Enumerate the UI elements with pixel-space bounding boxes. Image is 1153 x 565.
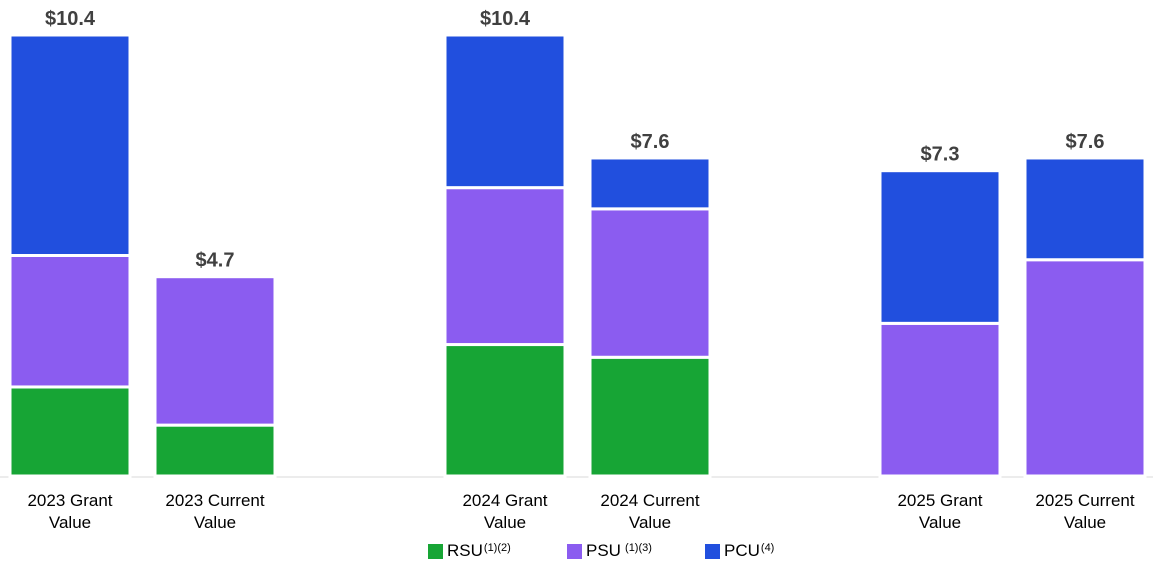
bar-pcu-0 — [8, 33, 132, 257]
bar-psu-5 — [1023, 258, 1147, 478]
x-tick-label-2-0: 2024 Grant — [462, 491, 547, 510]
legend-item-rsu: RSU (1)(2) — [428, 541, 511, 561]
legend-swatch-psu — [567, 543, 582, 559]
legend-sup-psu: (1)(3) — [621, 542, 652, 554]
x-tick-label-0-0: 2023 Grant — [27, 491, 112, 510]
total-label-4: $7.3 — [921, 144, 960, 166]
legend-label-psu: PSU — [586, 541, 621, 560]
x-tick-label-4-0: 2025 Grant — [897, 491, 982, 510]
x-tick-label-5-0: 2025 Current — [1035, 491, 1135, 510]
bar-rsu-0 — [8, 385, 132, 478]
legend-swatch-pcu — [705, 543, 720, 559]
total-label-3: $7.6 — [631, 131, 670, 153]
legend-swatch-rsu — [428, 543, 443, 559]
x-tick-label-5-1: Value — [1064, 513, 1106, 532]
total-label-2: $10.4 — [480, 8, 531, 30]
x-tick-label-3-0: 2024 Current — [600, 491, 700, 510]
legend: RSU (1)(2) PSU (1)(3) PCU (4) — [0, 541, 1153, 565]
x-tick-label-3-1: Value — [629, 513, 671, 532]
legend-sup-rsu: (1)(2) — [483, 542, 511, 554]
x-tick-label-0-1: Value — [49, 513, 91, 532]
bar-psu-2 — [443, 186, 567, 347]
x-tick-label-4-1: Value — [919, 513, 961, 532]
x-tick-label-2-1: Value — [484, 513, 526, 532]
total-label-5: $7.6 — [1066, 131, 1105, 153]
stacked-bar-chart: $10.4 2023 Grant Value $4.7 2023 Current Valu… — [0, 8, 1153, 532]
x-tick-label-1-1: Value — [194, 513, 236, 532]
legend-sup-pcu: (4) — [760, 542, 775, 554]
bar-rsu-3 — [588, 355, 712, 478]
bar-rsu-1 — [153, 423, 277, 478]
legend-label-rsu: RSU — [447, 541, 483, 560]
bar-psu-1 — [153, 275, 277, 427]
legend-label-pcu: PCU — [724, 541, 760, 560]
bar-pcu-5 — [1023, 156, 1147, 262]
bar-rsu-2 — [443, 343, 567, 478]
bar-pcu-2 — [443, 33, 567, 190]
bar-pcu-3 — [588, 156, 712, 211]
bar-pcu-4 — [878, 169, 1002, 325]
legend-item-psu: PSU (1)(3) — [567, 541, 652, 561]
legend-item-pcu: PCU (4) — [705, 541, 774, 561]
total-label-0: $10.4 — [45, 8, 96, 30]
total-label-1: $4.7 — [196, 250, 235, 272]
bar-psu-4 — [878, 321, 1002, 478]
bar-psu-0 — [8, 254, 132, 389]
x-tick-label-1-0: 2023 Current — [165, 491, 265, 510]
bar-psu-3 — [588, 207, 712, 359]
